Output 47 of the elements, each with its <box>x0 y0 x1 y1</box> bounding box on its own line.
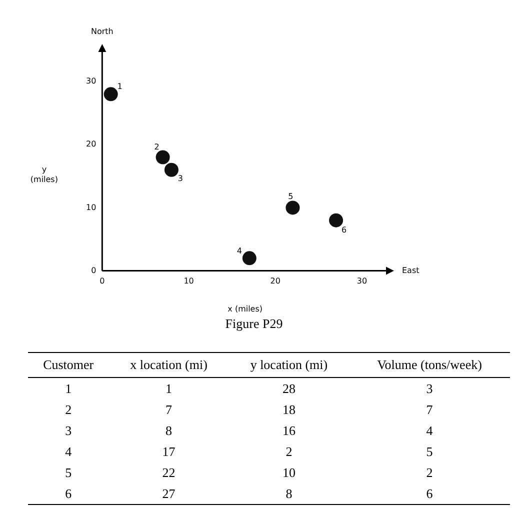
data-label: 22 <box>161 464 176 482</box>
data-label: 10 <box>281 464 296 482</box>
y-tick-label: 4 <box>64 442 73 460</box>
x-tick-label: 30 <box>356 276 368 286</box>
data-label: 17 <box>161 442 176 460</box>
caption: Figure P29 <box>224 316 284 332</box>
data-label: 2 <box>284 442 294 460</box>
x-tick-label: 20 <box>270 276 280 286</box>
y-tick-label: 6 <box>28 483 109 504</box>
data-label: 7 <box>164 400 174 418</box>
x-tick-label: 10 <box>184 276 194 286</box>
y-axis-title: y (miles) <box>30 164 58 184</box>
annotation: 3 <box>178 174 184 183</box>
data-label: 4 <box>425 422 434 440</box>
data-label: 6 <box>349 483 510 504</box>
annotation: 2 <box>154 142 160 152</box>
data-label: 18 <box>281 400 296 418</box>
x-tick-label: x location (mi) <box>108 352 229 378</box>
y-tick-label: 3 <box>64 422 73 440</box>
data-label: 8 <box>164 422 174 440</box>
x-tick-label: Volume (tons/week) <box>349 352 510 378</box>
y-tick-label: 2 <box>64 400 73 418</box>
x-axis-title: x (miles) <box>228 304 263 314</box>
data-label: 28 <box>281 380 296 398</box>
y-tick-label: 1 <box>64 380 73 398</box>
annotation: 4 <box>236 246 242 256</box>
x-tick-label: 0 <box>100 276 105 286</box>
data-label: 2 <box>425 464 434 482</box>
annotation: 6 <box>341 225 347 234</box>
y-tick-label: 10 <box>86 202 96 212</box>
data-label: 16 <box>281 422 296 440</box>
y-axis-title: Customer <box>28 352 109 378</box>
data-label: 27 <box>108 483 229 504</box>
annotation: 1 <box>117 82 122 92</box>
text: East <box>402 266 420 275</box>
data-label: 8 <box>228 483 350 504</box>
data-label: 5 <box>425 442 434 460</box>
text: North <box>90 27 114 36</box>
y-tick-label: 30 <box>86 76 96 86</box>
data-label: 3 <box>425 380 434 398</box>
y-tick-label: 20 <box>86 140 96 149</box>
annotation: 5 <box>288 192 294 201</box>
data-label: 7 <box>425 400 434 418</box>
x-tick-label: y location (mi) <box>228 352 350 378</box>
data-label: 1 <box>164 380 174 398</box>
y-tick-label: 5 <box>64 464 73 482</box>
y-tick-label: 0 <box>91 266 96 275</box>
